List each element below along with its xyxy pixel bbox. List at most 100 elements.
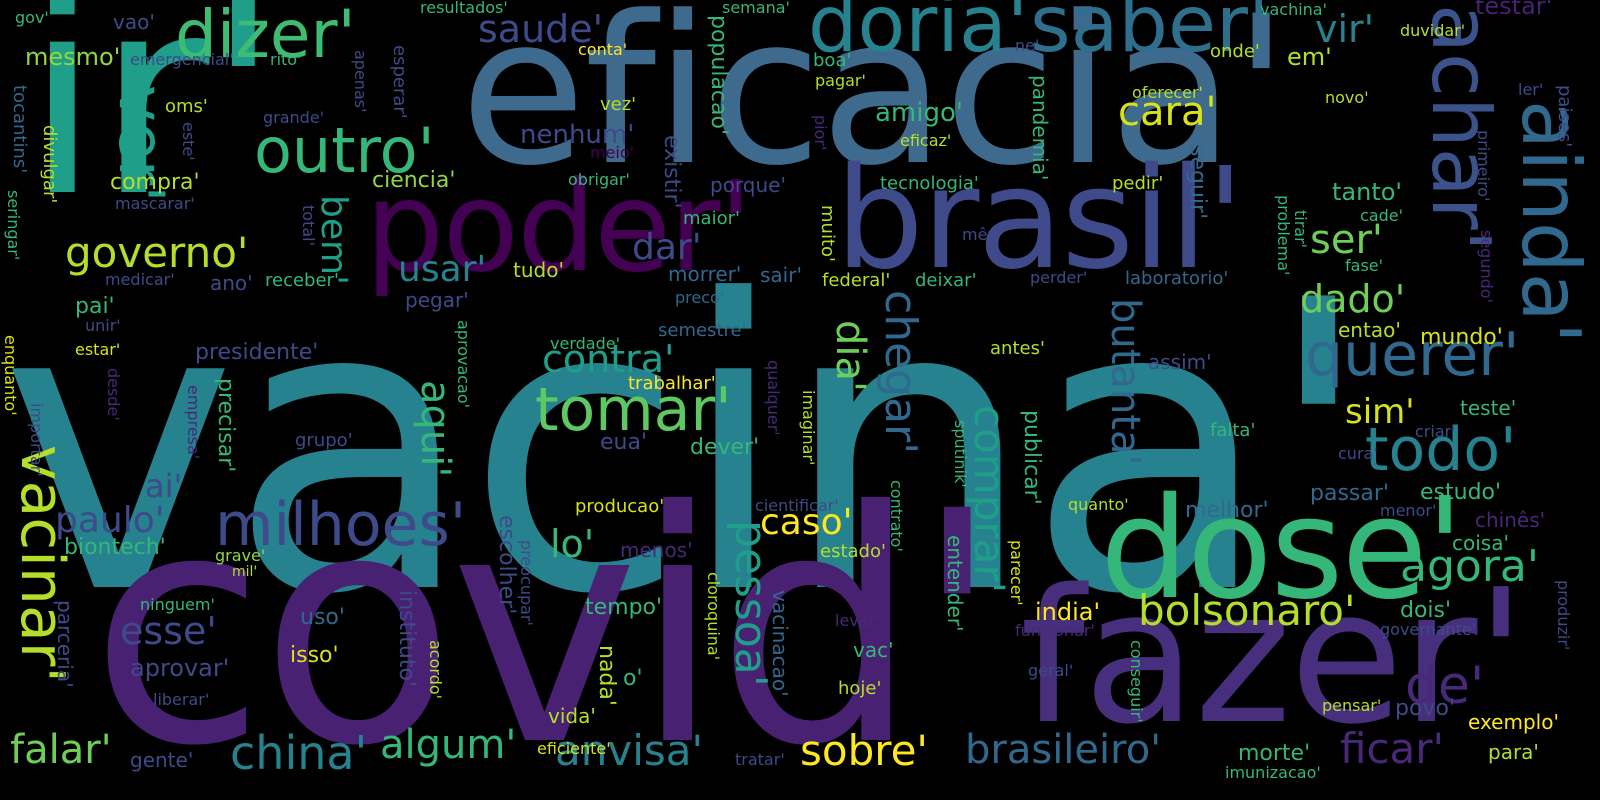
word-governante: governante' xyxy=(1380,620,1477,639)
word-cara: cara' xyxy=(1118,89,1217,135)
word-nenhum: nenhum' xyxy=(520,120,635,150)
word-sim: sim' xyxy=(1345,392,1415,432)
word-isso: isso' xyxy=(290,643,339,668)
word-doria: doria' xyxy=(808,0,1029,70)
word-esse: esse' xyxy=(120,609,217,653)
word-vac: vac' xyxy=(853,638,894,662)
word-butanta: butanta' xyxy=(1102,298,1148,466)
word-novo: novo' xyxy=(1325,88,1369,107)
word-tempo: tempo' xyxy=(585,595,663,620)
word-mesmo: mesmo' xyxy=(25,43,121,71)
word-primeiro: primeiro' xyxy=(1474,130,1493,202)
word-eua: eua' xyxy=(600,430,648,455)
word-biontech: biontech' xyxy=(64,535,166,560)
word-milhoes: milhoes' xyxy=(215,490,467,560)
word-produzir: produzir' xyxy=(1554,580,1573,651)
word-tanto: tanto' xyxy=(1332,178,1403,206)
word-achar: achar' xyxy=(1414,4,1507,252)
word-ne: ne' xyxy=(1015,36,1040,55)
word-obrigar: obrigar' xyxy=(568,170,630,189)
word-parecer: parecer' xyxy=(1007,540,1026,606)
word-fazer: fazer' xyxy=(1020,549,1526,765)
word-mil: mil' xyxy=(232,564,258,580)
word-pessoa: pessoa' xyxy=(725,520,776,687)
word-covid: covid' xyxy=(90,444,1001,800)
word-importar: importar' xyxy=(27,403,46,477)
word-estudo: estudo' xyxy=(1420,480,1502,505)
word-geral: geral' xyxy=(1028,661,1074,680)
word-semestre: semestre' xyxy=(658,320,747,341)
word-unir: unir' xyxy=(85,316,121,335)
word-onde: onde' xyxy=(1210,41,1260,62)
word-populacao: populacao' xyxy=(706,15,731,136)
word-federal: federal' xyxy=(822,270,891,291)
word-bolsonaro: bolsonaro' xyxy=(1138,586,1356,635)
word-grupo: grupo' xyxy=(295,430,353,451)
word-saber: saber' xyxy=(1030,0,1270,70)
word-sputinik: sputinik' xyxy=(951,420,970,488)
word-caso: caso' xyxy=(760,502,853,543)
word-morrer: morrer' xyxy=(668,262,742,286)
word-exemplo: exemplo' xyxy=(1468,710,1559,734)
word-vir: vir' xyxy=(1315,7,1375,51)
word-criar: criar' xyxy=(1415,422,1456,441)
word-laboratorio: laboratorio' xyxy=(1125,268,1229,289)
word-seringar: seringar' xyxy=(4,190,23,261)
word-agora: agora' xyxy=(1400,541,1539,592)
word-muito: muito' xyxy=(817,205,838,262)
word-tratar: tratar' xyxy=(735,750,785,769)
word-dia: dia' xyxy=(827,320,873,393)
word-chin-s: chinês' xyxy=(1475,508,1546,532)
word-enquanto: enquanto' xyxy=(1,335,20,416)
word-m-s: mês' xyxy=(962,225,1001,244)
word-dois: dois' xyxy=(1400,598,1452,623)
word-morte: morte' xyxy=(1238,741,1311,766)
word-dado: dado' xyxy=(1300,277,1406,321)
word-duvidar: duvidar' xyxy=(1400,21,1466,40)
word-qualquer: qualquer' xyxy=(764,360,783,436)
word-teste: teste' xyxy=(1460,396,1517,420)
word-algum: algum' xyxy=(380,722,517,768)
word-ir: ir' xyxy=(24,0,281,257)
word-gente: gente' xyxy=(130,748,194,772)
word-rito: rito' xyxy=(270,50,302,69)
word-receber: receber' xyxy=(265,270,339,291)
word-cade: cade' xyxy=(1360,206,1403,225)
word-lo: lo' xyxy=(550,522,595,566)
word-levar: levar' xyxy=(835,611,880,630)
word-imaginar: imaginar' xyxy=(799,390,818,466)
word-passar: passar' xyxy=(1310,481,1389,506)
word-poder: poder' xyxy=(365,155,753,300)
word-estado: estado' xyxy=(820,541,886,562)
word-falar: falar' xyxy=(10,727,112,773)
word-menor: menor' xyxy=(1380,501,1437,520)
word-medicar: medicar' xyxy=(105,270,175,289)
word-melhor: melhor' xyxy=(1185,498,1269,523)
word-tocantins: tocantins' xyxy=(9,85,30,174)
word-eficacia: eficacia' xyxy=(460,0,1289,211)
word-pandemia: pandemia' xyxy=(1028,75,1052,181)
word-nada: nada' xyxy=(594,645,619,706)
word-eficaz: eficaz' xyxy=(900,131,952,150)
word-eficiente: eficiente' xyxy=(537,739,611,758)
word-trabalhar: trabalhar' xyxy=(628,373,716,394)
word-perder: perder' xyxy=(1030,268,1088,287)
word-o: o' xyxy=(623,666,643,691)
word-emergencial: emergencial' xyxy=(130,50,234,69)
word-deixar: deixar' xyxy=(915,270,977,291)
word-cloroquina: cloroquina' xyxy=(704,572,723,661)
word-preco: preco' xyxy=(675,288,725,307)
word-este: este' xyxy=(179,122,198,161)
word-dose: dose' xyxy=(1100,468,1464,631)
word-povo: povo' xyxy=(1395,696,1455,721)
word-estar: estar' xyxy=(75,340,121,359)
word-presidente: presidente' xyxy=(195,340,319,365)
word-mascarar: mascarar' xyxy=(115,194,195,213)
word-fase: fase' xyxy=(1345,256,1384,275)
word-assim: assim' xyxy=(1148,350,1212,374)
word-amigo: amigo' xyxy=(875,98,964,128)
word-tirar: tirar' xyxy=(1291,210,1310,249)
word-problema: problema' xyxy=(1274,195,1293,276)
word-desde: desde' xyxy=(104,368,123,421)
word-ler: ler' xyxy=(1518,80,1544,99)
